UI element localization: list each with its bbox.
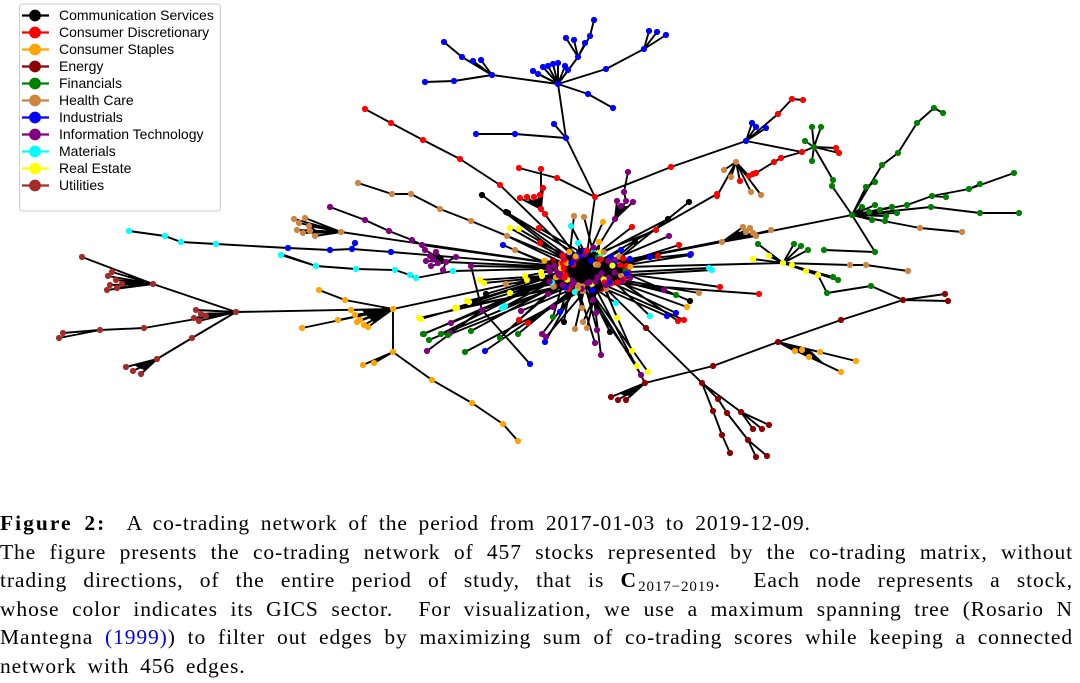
svg-text:Real Estate: Real Estate [59,160,132,176]
svg-text:Information Technology: Information Technology [59,126,204,142]
svg-text:Communication Services: Communication Services [59,7,214,23]
svg-text:Industrials: Industrials [59,109,123,125]
svg-text:Consumer Staples: Consumer Staples [59,41,174,57]
svg-text:Materials: Materials [59,143,116,159]
svg-text:Consumer Discretionary: Consumer Discretionary [59,24,209,40]
svg-text:Utilities: Utilities [59,177,104,193]
svg-text:Financials: Financials [59,75,122,91]
svg-text:Health Care: Health Care [59,92,134,108]
svg-text:Energy: Energy [59,58,103,74]
